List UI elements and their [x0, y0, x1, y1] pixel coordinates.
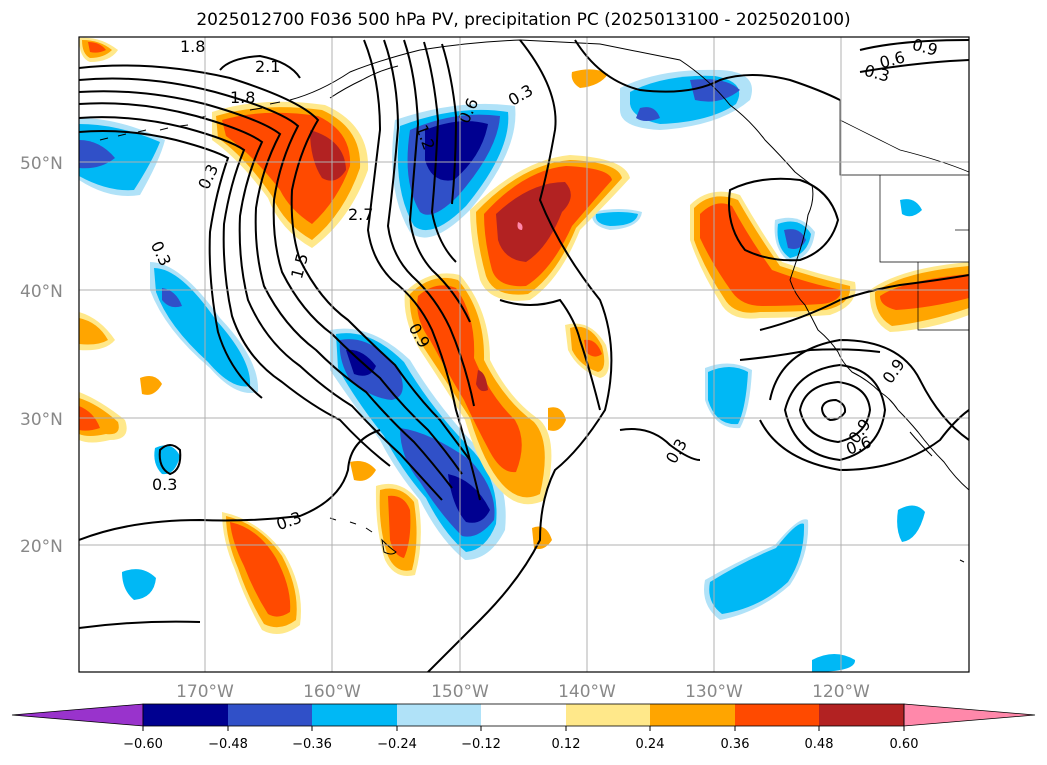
latitude-labels: 50°N 40°N 30°N 20°N — [20, 154, 63, 557]
colorbar-min-extend — [11, 703, 144, 727]
lon-label: 170°W — [176, 682, 234, 702]
colorbar-tick-label: −0.12 — [461, 737, 501, 752]
lat-label: 20°N — [20, 537, 63, 557]
lon-label: 120°W — [812, 682, 870, 702]
colorbar-segment — [650, 704, 735, 726]
hawaii-islands — [329, 517, 397, 555]
colorbar-segment — [143, 704, 228, 726]
colorbar-segment — [819, 704, 904, 726]
contour-ne-loop — [728, 177, 840, 262]
contour-low-center — [783, 363, 887, 462]
colorbar-tick-label: 0.12 — [552, 737, 581, 752]
contour-label: 0.3 — [152, 475, 177, 494]
contour-label: 1.8 — [180, 37, 205, 56]
colorbar: −0.60 −0.48 −0.36 −0.24 −0.12 0.12 0.24 … — [11, 703, 1036, 752]
colorbar-segment — [397, 704, 481, 726]
colorbar-segment — [228, 704, 312, 726]
colorbar-segment — [735, 704, 819, 726]
contour-0.3-big — [426, 39, 613, 672]
colorbar-tick-label: −0.36 — [292, 737, 332, 752]
graticule — [79, 37, 969, 672]
colorbar-tick-label: −0.60 — [123, 737, 163, 752]
pv-contours — [79, 39, 969, 672]
map-title: 2025012700 F036 500 hPa PV, precipitatio… — [196, 10, 851, 30]
lon-label: 140°W — [558, 682, 616, 702]
colorbar-tick-label: 0.60 — [890, 737, 919, 752]
colorbar-max-extend — [903, 703, 1036, 727]
bc-coast — [789, 184, 814, 281]
colorbar-tick-label: −0.48 — [208, 737, 248, 752]
contour-label: 0.9 — [910, 35, 940, 60]
lat-label: 30°N — [20, 410, 63, 430]
colorbar-tick-label: 0.36 — [721, 737, 750, 752]
lat-label: 50°N — [20, 154, 63, 174]
coastlines — [99, 39, 969, 563]
aleutian-islands — [99, 115, 207, 141]
longitude-labels: 170°W 160°W 150°W 140°W 130°W 120°W — [176, 682, 870, 702]
lon-label: 160°W — [303, 682, 361, 702]
lat-label: 40°N — [20, 282, 63, 302]
map-frame — [78, 36, 970, 673]
colorbar-segment — [566, 704, 650, 726]
colorbar-segment — [481, 704, 566, 726]
alaska-coast — [289, 39, 813, 186]
colorbar-tick-label: 0.48 — [805, 737, 834, 752]
contour-label: 1.8 — [230, 88, 255, 107]
contour-label: 2.1 — [255, 57, 280, 76]
political-borders — [839, 100, 969, 331]
colorbar-segment — [312, 704, 397, 726]
lon-label: 150°W — [431, 682, 489, 702]
colorbar-tick-label: 0.24 — [636, 737, 665, 752]
lon-label: 130°W — [685, 682, 743, 702]
contour-label: 2.7 — [348, 205, 373, 224]
colorbar-tick-label: −0.24 — [377, 737, 417, 752]
